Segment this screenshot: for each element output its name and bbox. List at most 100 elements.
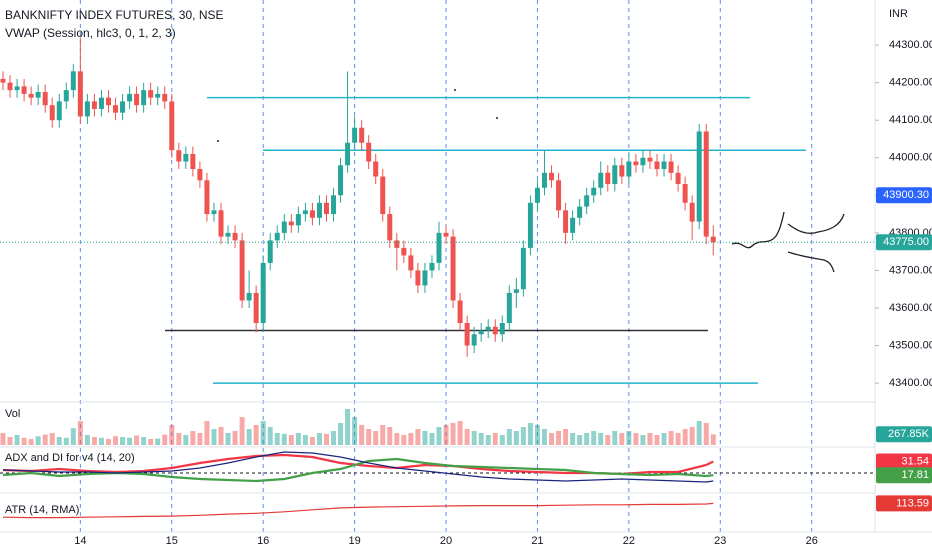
candle-body	[42, 92, 48, 106]
volume-bar	[77, 421, 83, 445]
x-tick-label: 23	[714, 535, 726, 547]
candle-body	[429, 262, 435, 271]
candle-body	[408, 255, 414, 271]
volume-bar	[506, 429, 512, 445]
volume-bar	[14, 435, 20, 445]
candle-body	[443, 232, 449, 237]
volume-bar	[127, 437, 133, 445]
candle-body	[534, 187, 540, 203]
candle-body	[605, 172, 611, 185]
volume-bar	[499, 435, 505, 445]
volume-bar	[605, 435, 611, 445]
candle-body	[422, 270, 428, 286]
candle-body	[661, 161, 667, 170]
x-tick-label: 21	[531, 535, 543, 547]
volume-bar	[141, 437, 147, 445]
chart-title: BANKNIFTY INDEX FUTURES, 30, NSE	[5, 8, 224, 22]
candle-body	[260, 262, 266, 324]
volume-bar	[654, 435, 660, 445]
candle-body	[682, 184, 688, 203]
candle-body	[570, 217, 576, 233]
volume-bar	[570, 433, 576, 445]
candle-body	[647, 157, 653, 162]
x-tick-label: 15	[166, 535, 178, 547]
candle-body	[331, 195, 337, 215]
indicator-tag-bg	[876, 453, 932, 470]
candle-body	[457, 300, 463, 324]
pane-title: ADX and DI for v4 (14, 20)	[5, 452, 135, 464]
volume-bar	[49, 433, 55, 445]
y-tick-label: 44100.00	[889, 114, 932, 126]
x-tick-label: 22	[623, 535, 635, 547]
candle-body	[696, 131, 702, 222]
volume-bar	[120, 437, 126, 445]
candle-body	[190, 153, 196, 170]
volume-bar	[338, 423, 344, 445]
candle-body	[366, 142, 372, 162]
candle-body	[35, 92, 41, 98]
volume-bar	[640, 435, 646, 445]
volume-bar	[478, 433, 484, 445]
volume-bar	[211, 429, 217, 445]
candle-body	[710, 236, 716, 243]
candle-body	[281, 221, 287, 233]
candle-body	[98, 97, 104, 109]
volume-bar	[232, 431, 238, 445]
candle-body	[689, 202, 695, 222]
volume-bar	[7, 437, 13, 445]
volume-bar	[113, 436, 119, 445]
volume-bar	[218, 427, 224, 445]
x-tick-label: 19	[348, 535, 360, 547]
candle-body	[91, 101, 97, 109]
volume-bar	[239, 417, 245, 445]
volume-bar	[563, 429, 569, 445]
price-tag: 43775.00	[883, 236, 929, 248]
volume-bar	[316, 433, 322, 445]
indicator-line	[2, 451, 714, 483]
volume-bar	[429, 433, 435, 445]
indicator-tag-bg	[876, 495, 932, 512]
volume-bar	[21, 437, 27, 445]
volume-bar	[598, 433, 604, 445]
volume-bar	[415, 429, 421, 445]
volume-bar	[436, 427, 442, 445]
volume-bar	[204, 421, 210, 445]
candle-body	[197, 169, 203, 181]
volume-bar	[197, 433, 203, 445]
candle-body	[478, 330, 484, 335]
volume-bar	[696, 421, 702, 445]
volume-bar	[408, 433, 414, 445]
volume-bar	[183, 435, 189, 445]
candle-body	[105, 97, 111, 106]
candle-body	[239, 240, 245, 301]
volume-bar	[591, 431, 597, 445]
candle-body	[183, 153, 189, 162]
volume-bar	[527, 423, 533, 445]
volume-bar	[647, 433, 653, 445]
candle-body	[640, 157, 646, 166]
volume-bar	[253, 425, 259, 445]
candle-body	[436, 232, 442, 263]
candle-body	[541, 172, 547, 188]
candle-body	[499, 323, 505, 335]
y-tick-label: 44200.00	[889, 77, 932, 89]
volume-bar	[471, 431, 477, 445]
volume-bar	[155, 438, 161, 445]
y-tick-label: 44000.00	[889, 152, 932, 164]
candle-body	[450, 236, 456, 301]
candle-body	[506, 292, 512, 324]
volume-bar	[513, 431, 519, 445]
volume-bar	[668, 431, 674, 445]
candle-body	[253, 292, 259, 324]
candle-body	[49, 105, 55, 121]
volume-bar	[534, 425, 540, 445]
volume-bar	[331, 431, 337, 445]
candle-body	[584, 195, 590, 207]
hand-drawing	[731, 211, 845, 273]
candle-body	[591, 187, 597, 196]
volume-bar	[422, 431, 428, 445]
volume-bar	[619, 433, 625, 445]
volume-bar	[457, 421, 463, 445]
candle-body	[619, 165, 625, 177]
volume-bar	[689, 427, 695, 445]
